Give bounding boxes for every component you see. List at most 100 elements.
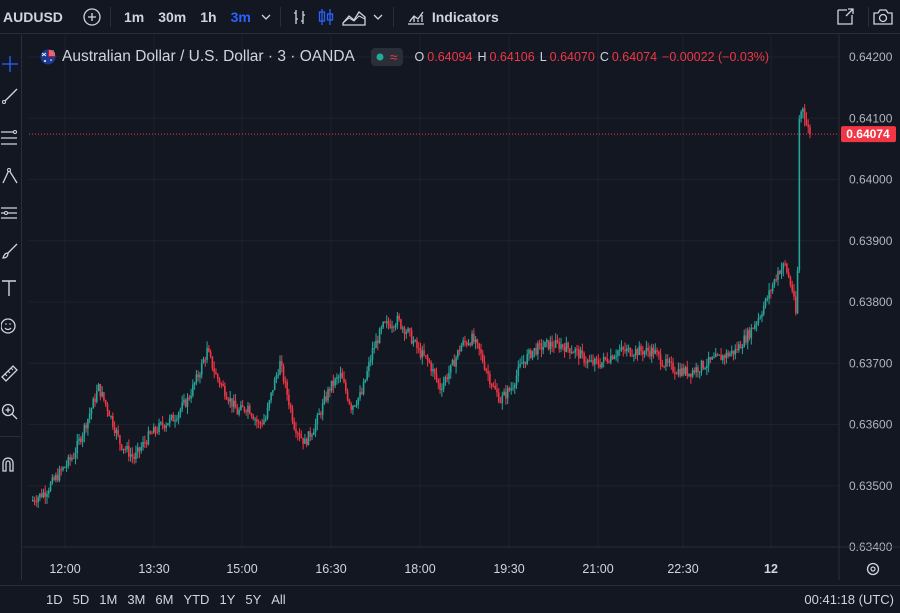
candle-body — [780, 269, 783, 274]
trendline-tool[interactable] — [0, 85, 20, 107]
candle-body — [69, 456, 71, 460]
candle-body — [85, 424, 87, 429]
candle-body — [585, 362, 587, 364]
candle-body — [512, 387, 514, 389]
high-value: 0.64106 — [489, 50, 535, 64]
brush-tool[interactable] — [0, 240, 20, 262]
range-5y[interactable]: 5Y — [245, 592, 262, 607]
candle-body — [455, 357, 457, 367]
candle-body — [419, 348, 422, 358]
candle-body — [33, 500, 36, 502]
candle-body — [752, 327, 754, 329]
candle-body — [126, 446, 128, 450]
range-1y[interactable]: 1Y — [219, 592, 236, 607]
fullscreen-button[interactable] — [832, 4, 858, 30]
bar-style-button[interactable] — [287, 4, 313, 30]
fib-tool[interactable] — [0, 127, 20, 149]
candle-body — [544, 341, 546, 348]
candle-body — [510, 388, 513, 391]
utc-clock[interactable]: 00:41:18 (UTC) — [804, 592, 894, 607]
range-1m[interactable]: 1M — [99, 592, 118, 607]
candle-body — [341, 372, 344, 379]
range-all[interactable]: All — [271, 592, 286, 607]
candle-body — [569, 348, 571, 354]
candle-body — [160, 422, 162, 424]
candle-body — [713, 357, 715, 359]
candle-body — [149, 431, 151, 434]
bars-icon — [293, 9, 305, 24]
interval-30m[interactable]: 30m — [158, 8, 187, 25]
candle-body — [248, 405, 251, 414]
candle-body — [53, 477, 55, 480]
candle-body — [346, 391, 349, 400]
candle-body — [218, 378, 221, 384]
candle-body — [471, 333, 473, 345]
candle-body — [483, 361, 486, 370]
candle-body — [35, 501, 38, 503]
candle-body — [332, 380, 335, 386]
chart-style-dropdown[interactable] — [369, 4, 387, 30]
candle-body — [227, 399, 230, 402]
candle-body — [526, 354, 529, 364]
emoji-tool[interactable] — [0, 315, 20, 337]
candle-body — [576, 349, 578, 351]
interval-1m[interactable]: 1m — [124, 8, 145, 25]
range-5d[interactable]: 5D — [72, 592, 90, 607]
indicators-button[interactable]: Indicators — [400, 4, 505, 30]
candle-body — [359, 392, 361, 398]
candle-body — [567, 342, 569, 349]
price-tick-label: 0.64100 — [849, 111, 893, 125]
candle-body — [259, 422, 262, 424]
compare-symbol-button[interactable] — [80, 4, 104, 30]
candle-body — [784, 263, 786, 265]
measure-tool[interactable] — [0, 362, 20, 384]
text-tool[interactable] — [0, 277, 20, 299]
axis-settings-gear-icon[interactable] — [866, 562, 880, 576]
candle-body — [62, 467, 64, 471]
interval-dropdown[interactable] — [258, 4, 274, 30]
range-1d[interactable]: 1D — [46, 592, 63, 607]
candle-body — [291, 408, 294, 422]
candle-body — [122, 448, 125, 450]
symbol-title[interactable]: Australian Dollar / U.S. Dollar · 3 · OA… — [62, 48, 355, 65]
price-chart[interactable]: 0.64074 0.64200 0.64100 0.64000 0.63900 0.63… — [23, 35, 900, 580]
candle-body — [113, 426, 116, 433]
candle-body — [643, 351, 646, 355]
candle-body — [439, 382, 441, 391]
candle-body — [642, 351, 644, 355]
market-status[interactable]: ≈ — [370, 48, 403, 66]
candle-body — [327, 389, 329, 401]
candle-body — [768, 290, 770, 299]
snapshot-button[interactable] — [870, 4, 896, 30]
candle-body — [606, 358, 609, 362]
candle-body — [120, 444, 123, 450]
interval-3m[interactable]: 3m — [230, 8, 251, 25]
interval-1h[interactable]: 1h — [200, 8, 217, 25]
candle-body — [730, 350, 733, 354]
magnet-tool[interactable] — [0, 453, 20, 475]
candle-body — [791, 284, 794, 291]
range-6m[interactable]: 6M — [155, 592, 174, 607]
candle-body — [633, 355, 635, 357]
candle-body — [610, 355, 612, 363]
candle-body — [540, 343, 543, 350]
prediction-tool[interactable] — [0, 202, 20, 224]
candle-body — [437, 379, 440, 383]
price-axis[interactable]: 0.64200 0.64100 0.64000 0.63900 0.63800 0.637… — [838, 35, 893, 580]
candles-style-button[interactable] — [313, 4, 339, 30]
candle-body — [256, 419, 258, 422]
area-style-button[interactable] — [339, 4, 369, 30]
zoom-tool[interactable] — [0, 401, 20, 423]
pattern-tool[interactable] — [0, 165, 20, 187]
candle-body — [179, 409, 182, 414]
candle-body — [199, 374, 201, 378]
open-label: O — [414, 50, 425, 64]
candle-body — [220, 383, 223, 385]
range-3m[interactable]: 3M — [127, 592, 146, 607]
candle-body — [537, 343, 539, 355]
crosshair-tool[interactable] — [0, 53, 20, 75]
candle-body — [542, 347, 545, 350]
range-ytd[interactable]: YTD — [183, 592, 210, 607]
time-axis[interactable]: 12:00 13:30 15:00 16:30 18:00 19:30 21:00 22:30… — [23, 546, 900, 576]
symbol-search[interactable]: AUDUSD — [3, 8, 63, 25]
